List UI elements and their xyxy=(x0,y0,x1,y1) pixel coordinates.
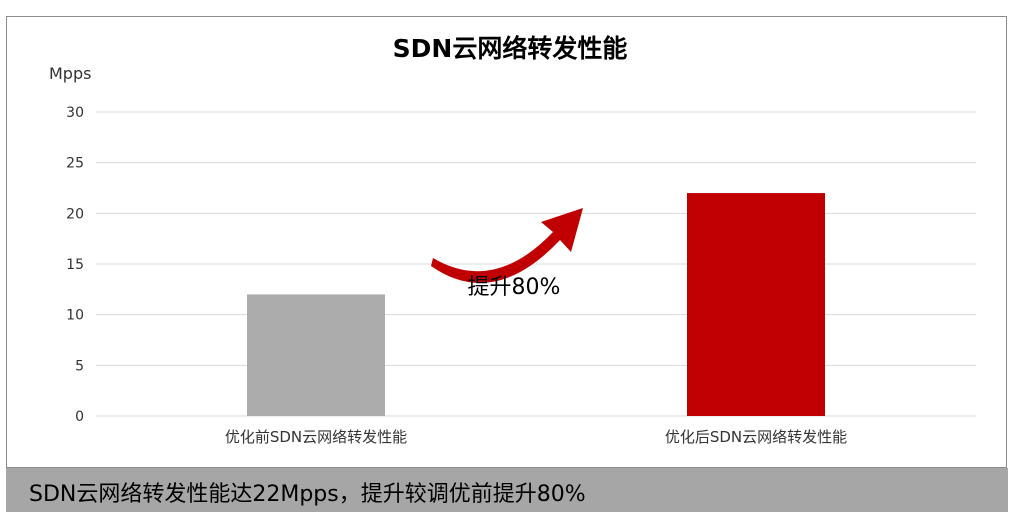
y-tick-label: 0 xyxy=(75,409,84,425)
bars xyxy=(247,193,825,416)
x-tick-labels: 优化前SDN云网络转发性能 优化后SDN云网络转发性能 xyxy=(225,428,847,446)
increase-arrow-group xyxy=(431,208,583,283)
y-tick-labels: 0 5 10 15 20 25 30 xyxy=(66,105,84,425)
caption-bar: SDN云网络转发性能达22Mpps，提升较调优前提升80% xyxy=(6,468,1008,512)
x-tick-label: 优化后SDN云网络转发性能 xyxy=(665,428,847,446)
x-tick-label: 优化前SDN云网络转发性能 xyxy=(225,428,407,446)
y-tick-label: 5 xyxy=(75,358,84,374)
y-tick-label: 30 xyxy=(66,105,84,121)
increase-annotation: 提升80% xyxy=(468,275,561,300)
chart-title: SDN云网络转发性能 xyxy=(393,34,628,63)
y-tick-label: 20 xyxy=(66,206,84,222)
y-tick-label: 15 xyxy=(66,257,84,273)
bar-after xyxy=(687,193,825,416)
y-tick-label: 10 xyxy=(66,308,84,324)
y-tick-label: 25 xyxy=(66,156,84,172)
y-axis-unit-label: Mpps xyxy=(49,64,91,83)
bar-chart: SDN云网络转发性能 Mpps 0 5 10 15 20 25 30 优化前SDN云网络转发… xyxy=(49,34,976,446)
chart-frame xyxy=(6,16,1007,468)
curved-arrow-icon xyxy=(431,208,583,283)
gridlines xyxy=(96,111,976,417)
caption-text: SDN云网络转发性能达22Mpps，提升较调优前提升80% xyxy=(29,482,586,507)
bar-before xyxy=(247,294,385,416)
